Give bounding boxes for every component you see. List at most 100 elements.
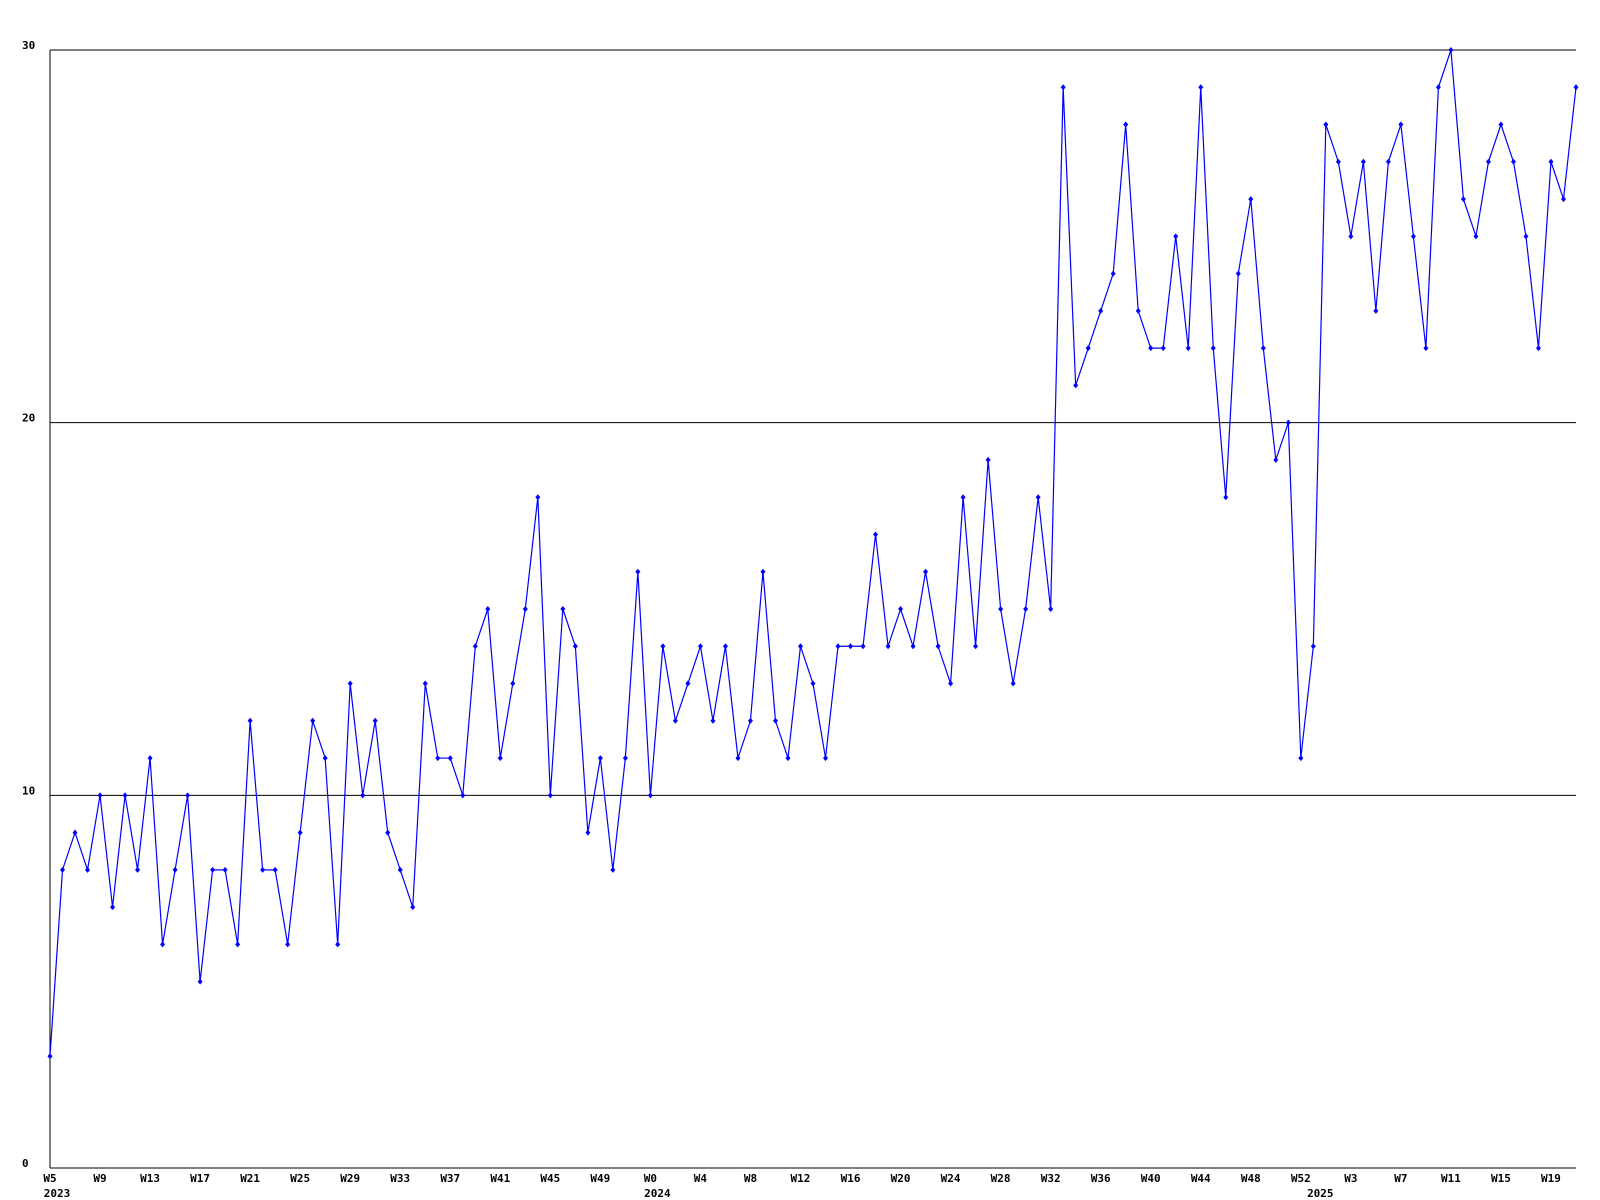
x-tick-label: W49	[590, 1172, 610, 1185]
data-point	[1523, 233, 1529, 240]
data-point	[1298, 755, 1304, 762]
data-point	[1385, 158, 1391, 165]
data-point	[1535, 345, 1541, 352]
data-point	[1185, 345, 1191, 352]
x-tick-label: W11	[1441, 1172, 1461, 1185]
data-point	[685, 680, 691, 687]
x-tick-label: W44	[1191, 1172, 1211, 1185]
data-point	[335, 941, 341, 948]
data-point	[785, 755, 791, 762]
data-point	[1285, 419, 1291, 426]
data-point	[360, 792, 366, 799]
x-tick-label: W19	[1541, 1172, 1561, 1185]
data-point	[1010, 680, 1016, 687]
data-point	[760, 568, 766, 575]
x-tick-label: W20	[891, 1172, 911, 1185]
y-tick-label: 30	[22, 39, 35, 52]
data-point	[222, 866, 228, 873]
x-tick-label: W12	[791, 1172, 811, 1185]
x-tick-label: W29	[340, 1172, 360, 1185]
x-tick-label: W8	[744, 1172, 757, 1185]
data-point	[910, 643, 916, 650]
data-point	[535, 494, 541, 501]
x-tick-label: W45	[540, 1172, 560, 1185]
x-tick-label: W48	[1241, 1172, 1261, 1185]
data-point	[722, 643, 728, 650]
data-point	[960, 494, 966, 501]
data-point	[1260, 345, 1266, 352]
data-point	[85, 866, 91, 873]
data-point	[735, 755, 741, 762]
x-tick-label: W25	[290, 1172, 310, 1185]
data-point	[60, 866, 66, 873]
y-tick-label: 20	[22, 412, 35, 425]
x-tick-label: W36	[1091, 1172, 1111, 1185]
data-point	[1360, 158, 1366, 165]
data-point	[1473, 233, 1479, 240]
data-point	[47, 1053, 53, 1060]
data-point	[985, 456, 991, 463]
data-point	[422, 680, 428, 687]
data-point	[1035, 494, 1041, 501]
data-point	[1323, 121, 1329, 128]
data-point	[823, 755, 829, 762]
data-point	[310, 717, 316, 724]
data-point	[1073, 382, 1079, 389]
data-point	[135, 866, 141, 873]
year-label: 2023	[44, 1187, 71, 1200]
data-point	[1248, 196, 1254, 203]
data-point	[1310, 643, 1316, 650]
x-tick-label: W52	[1291, 1172, 1311, 1185]
data-point	[1398, 121, 1404, 128]
x-tick-label: W40	[1141, 1172, 1161, 1185]
data-point	[860, 643, 866, 650]
data-point	[185, 792, 191, 799]
data-point	[410, 904, 416, 911]
data-point	[122, 792, 128, 799]
x-tick-label: W16	[841, 1172, 861, 1185]
x-tick-label: W41	[490, 1172, 510, 1185]
data-point	[697, 643, 703, 650]
data-point	[1498, 121, 1504, 128]
data-point	[1273, 456, 1279, 463]
x-tick-label: W13	[140, 1172, 160, 1185]
y-tick-label: 10	[22, 784, 35, 797]
x-tick-label: W17	[190, 1172, 210, 1185]
data-point	[297, 829, 303, 836]
data-point	[948, 680, 954, 687]
x-tick-label: W4	[694, 1172, 708, 1185]
data-point	[710, 717, 716, 724]
data-point	[1348, 233, 1354, 240]
data-point	[1060, 84, 1066, 91]
data-point	[1160, 345, 1166, 352]
data-point	[1410, 233, 1416, 240]
year-label: 2024	[644, 1187, 671, 1200]
data-point	[347, 680, 353, 687]
data-point	[97, 792, 103, 799]
data-point	[647, 792, 653, 799]
data-point	[147, 755, 153, 762]
data-point	[1460, 196, 1466, 203]
data-point	[397, 866, 403, 873]
data-point	[797, 643, 803, 650]
data-point	[835, 643, 841, 650]
data-point	[1560, 196, 1566, 203]
data-point	[510, 680, 516, 687]
data-point	[1173, 233, 1179, 240]
data-point	[1373, 307, 1379, 314]
data-point	[1198, 84, 1204, 91]
data-point	[1098, 307, 1104, 314]
data-point	[1548, 158, 1554, 165]
data-point	[197, 978, 203, 985]
data-point	[898, 606, 904, 612]
data-point	[1485, 158, 1491, 165]
data-point	[247, 717, 253, 724]
series-line	[49, 49, 1577, 1057]
data-point	[998, 606, 1004, 612]
data-point	[935, 643, 941, 650]
data-point	[272, 866, 278, 873]
x-tick-label: W3	[1344, 1172, 1357, 1185]
data-point	[522, 606, 528, 612]
data-point	[1123, 121, 1129, 128]
